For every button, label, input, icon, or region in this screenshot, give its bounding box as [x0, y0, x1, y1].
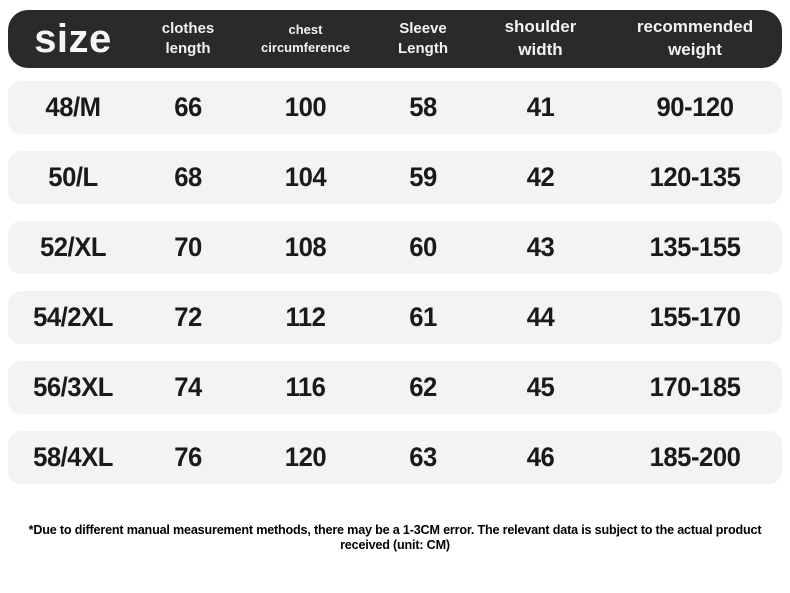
- table-row: 48/M 66 100 58 41 90-120: [8, 81, 782, 134]
- cell-size: 58/4XL: [33, 442, 113, 472]
- cell-size: 54/2XL: [33, 302, 113, 332]
- header-clothes-length: clothes length: [138, 19, 238, 60]
- cell-size: 56/3XL: [33, 372, 113, 402]
- cell-sleeve-length: 59: [409, 162, 437, 192]
- cell-shoulder-width: 44: [526, 302, 555, 332]
- table-row: 54/2XL 72 112 61 44 155-170: [8, 291, 782, 344]
- header-line: shoulder: [504, 17, 577, 37]
- header-line: width: [518, 40, 563, 59]
- table-row: 50/L 68 104 59 42 120-135: [8, 151, 782, 204]
- cell-size: 52/XL: [39, 232, 107, 262]
- cell-recommended-weight: 185-200: [649, 442, 741, 472]
- cell-chest-circumference: 100: [284, 92, 327, 122]
- cell-chest-circumference: 104: [284, 162, 327, 192]
- cell-chest-circumference: 112: [285, 302, 326, 332]
- cell-clothes-length: 74: [174, 372, 202, 402]
- cell-sleeve-length: 62: [409, 372, 437, 402]
- cell-shoulder-width: 43: [526, 232, 555, 262]
- cell-size: 50/L: [48, 162, 98, 192]
- cell-clothes-length: 76: [174, 442, 202, 472]
- cell-sleeve-length: 63: [409, 442, 437, 472]
- cell-recommended-weight: 155-170: [649, 302, 741, 332]
- header-line: clothes: [161, 19, 215, 37]
- header-line: Length: [398, 40, 448, 57]
- header-sleeve-length: Sleeve Length: [373, 19, 473, 60]
- table-header: size clothes length chest circumference …: [8, 10, 782, 68]
- cell-clothes-length: 68: [174, 162, 202, 192]
- table-row: 52/XL 70 108 60 43 135-155: [8, 221, 782, 274]
- cell-recommended-weight: 90-120: [656, 92, 734, 122]
- cell-shoulder-width: 46: [526, 442, 555, 472]
- cell-shoulder-width: 45: [526, 372, 555, 402]
- cell-chest-circumference: 116: [285, 372, 326, 402]
- cell-size: 48/M: [45, 92, 101, 122]
- cell-recommended-weight: 170-185: [649, 372, 741, 402]
- header-line: length: [165, 40, 211, 57]
- cell-recommended-weight: 135-155: [649, 232, 741, 262]
- header-line: Sleeve: [399, 19, 447, 37]
- measurement-disclaimer: *Due to different manual measurement met…: [28, 522, 762, 552]
- cell-chest-circumference: 108: [284, 232, 327, 262]
- header-line: circumference: [261, 40, 350, 55]
- cell-recommended-weight: 120-135: [649, 162, 741, 192]
- cell-clothes-length: 70: [174, 232, 202, 262]
- cell-sleeve-length: 61: [409, 302, 437, 332]
- cell-clothes-length: 66: [174, 92, 202, 122]
- cell-sleeve-length: 60: [409, 232, 437, 262]
- header-chest-circumference: chest circumference: [238, 21, 373, 56]
- cell-chest-circumference: 120: [284, 442, 327, 472]
- header-size: size: [34, 17, 112, 61]
- cell-shoulder-width: 42: [526, 162, 555, 192]
- table-row: 56/3XL 74 116 62 45 170-185: [8, 361, 782, 414]
- header-shoulder-width: shoulder width: [473, 16, 608, 62]
- cell-shoulder-width: 41: [526, 92, 555, 122]
- cell-sleeve-length: 58: [409, 92, 437, 122]
- table-row: 58/4XL 76 120 63 46 185-200: [8, 431, 782, 484]
- header-recommended-weight: recommended weight: [636, 17, 754, 59]
- header-line: chest: [288, 22, 323, 38]
- cell-clothes-length: 72: [174, 302, 202, 332]
